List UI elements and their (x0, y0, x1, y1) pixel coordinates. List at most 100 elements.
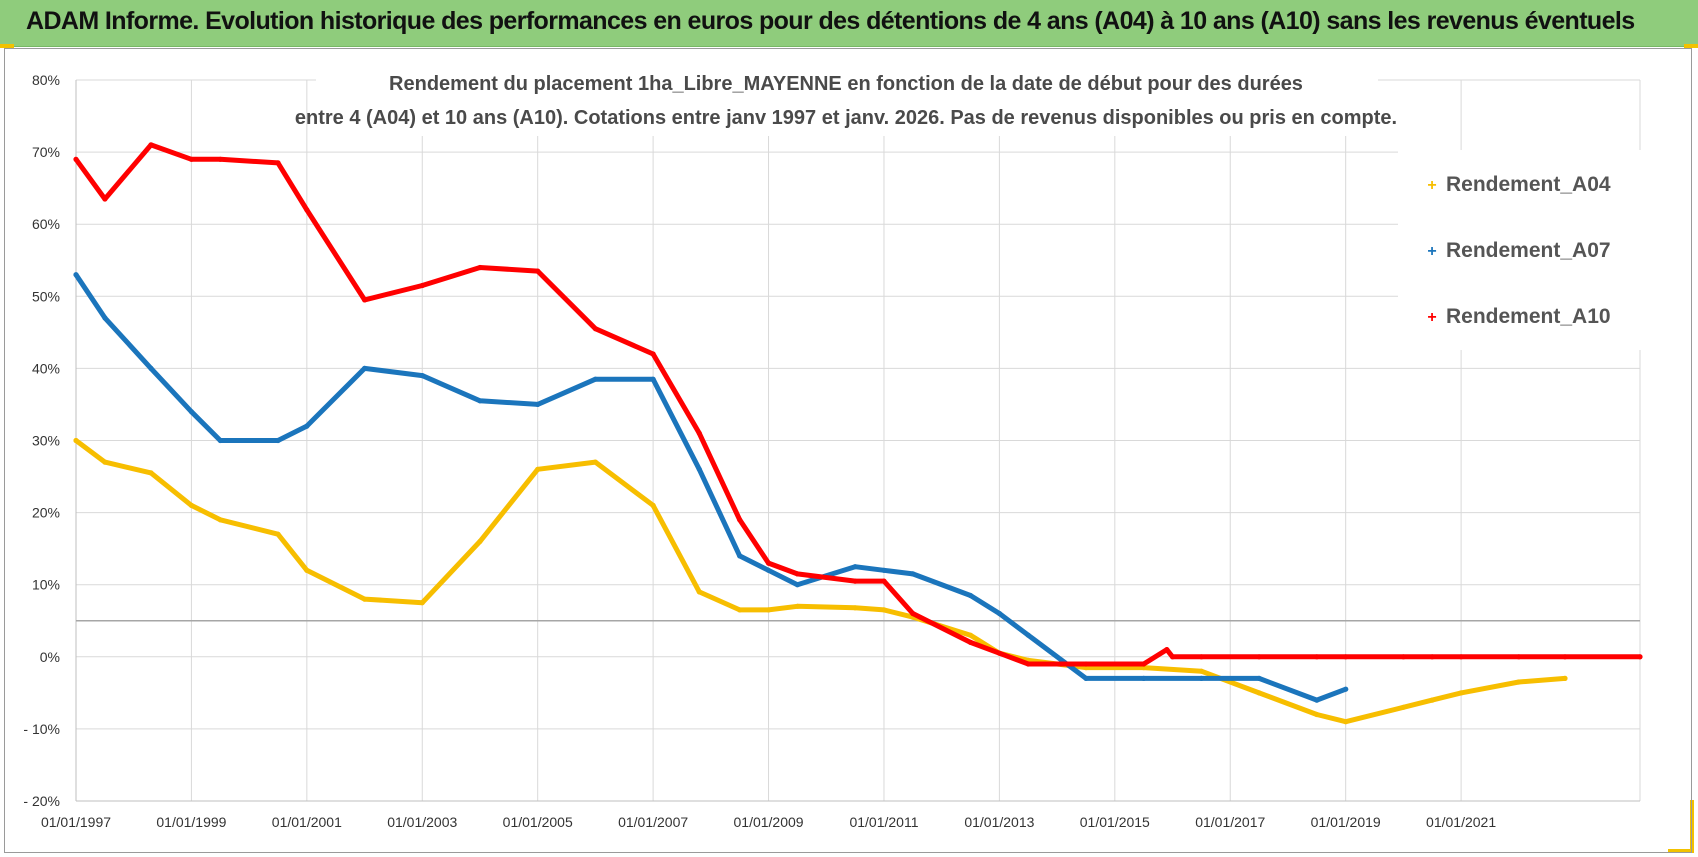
data-point-rendement-a10 (217, 156, 223, 162)
data-point-rendement-a10 (477, 264, 483, 271)
chart-title-line1: Rendement du placement 1ha_Libre_MAYENNE… (389, 73, 1303, 95)
data-point-rendement-a07 (102, 315, 108, 321)
x-tick-label: 01/01/2017 (1195, 814, 1265, 830)
data-point-rendement-a04 (304, 567, 310, 573)
x-tick-label: 01/01/2019 (1311, 814, 1381, 830)
y-tick-label: - 20% (23, 793, 60, 809)
data-point-rendement-a10 (535, 268, 541, 274)
chart-title-line2: entre 4 (A04) et 10 ans (A10). Cotations… (295, 107, 1397, 129)
data-point-rendement-a04 (1429, 697, 1435, 703)
y-tick-label: 60% (32, 216, 60, 232)
data-point-rendement-a04 (765, 607, 772, 613)
data-point-rendement-a04 (881, 607, 887, 613)
data-point-rendement-a07 (696, 466, 702, 472)
legend: + Rendement_A04 + Rendement_A07 + Rendem… (1398, 150, 1642, 350)
data-point-rendement-a10 (794, 571, 801, 577)
data-point-rendement-a04 (592, 459, 599, 465)
data-point-rendement-a10 (148, 142, 154, 148)
corner-accent (1690, 800, 1694, 852)
x-tick-label: 01/01/2009 (734, 814, 804, 830)
data-point-rendement-a10 (852, 578, 858, 584)
data-point-rendement-a07 (967, 592, 974, 599)
data-point-rendement-a10 (1429, 654, 1435, 660)
data-point-rendement-a04 (794, 603, 801, 609)
data-point-rendement-a07 (1025, 632, 1031, 638)
data-point-rendement-a07 (1343, 686, 1349, 692)
data-point-rendement-a10 (967, 639, 974, 646)
data-point-rendement-a04 (477, 538, 483, 545)
title-background (316, 68, 1378, 136)
legend-label-a10: Rendement_A10 (1446, 305, 1611, 328)
data-point-rendement-a10 (765, 560, 772, 566)
data-point-rendement-a07 (737, 553, 743, 559)
y-tick-label: 40% (32, 360, 60, 376)
y-tick-label: 50% (32, 288, 60, 304)
data-point-rendement-a07 (419, 373, 425, 379)
data-point-rendement-a07 (1256, 675, 1262, 682)
y-tick-label: 20% (32, 505, 60, 521)
data-point-rendement-a04 (419, 600, 425, 606)
x-tick-label: 01/01/1999 (156, 814, 226, 830)
data-point-rendement-a04 (362, 596, 368, 602)
series-line-rendement-a04 (73, 438, 1568, 725)
data-point-rendement-a07 (1314, 697, 1320, 703)
data-point-rendement-a04 (737, 607, 743, 613)
page-title: ADAM Informe. Evolution historique des p… (26, 7, 1635, 35)
y-tick-label: 30% (32, 433, 60, 449)
data-point-rendement-a10 (1198, 654, 1204, 660)
data-point-rendement-a07 (477, 398, 483, 404)
data-point-rendement-a04 (1198, 668, 1204, 674)
data-point-rendement-a10 (592, 326, 599, 332)
data-point-rendement-a07 (794, 582, 801, 588)
axes: 80% 70% 60% 50% 40% 30% 20% 10% 0% - 10% - 20% 01/0… (23, 72, 1640, 830)
legend-marker-a07: + (1427, 243, 1436, 260)
data-point-rendement-a04 (1458, 690, 1464, 696)
legend-marker-a04: + (1427, 177, 1436, 194)
data-point-rendement-a10 (996, 650, 1003, 656)
data-point-rendement-a04 (1562, 675, 1568, 682)
x-tick-label: 01/01/2005 (503, 814, 573, 830)
x-tick-label: 01/01/2021 (1426, 814, 1496, 830)
data-point-rendement-a07 (996, 610, 1003, 617)
grid (75, 79, 1641, 802)
data-point-rendement-a10 (737, 517, 743, 523)
series (73, 142, 1643, 725)
data-point-rendement-a10 (881, 578, 887, 584)
data-point-rendement-a07 (217, 437, 223, 444)
data-point-rendement-a07 (881, 567, 887, 573)
legend-label-a04: Rendement_A04 (1446, 173, 1611, 196)
x-tick-label: 01/01/2015 (1080, 814, 1150, 830)
data-point-rendement-a10 (910, 610, 916, 617)
data-point-rendement-a04 (650, 502, 656, 508)
data-point-rendement-a07 (852, 564, 858, 570)
x-tick-label: 01/01/1997 (41, 814, 111, 830)
data-point-rendement-a04 (1343, 719, 1349, 725)
x-tick-label: 01/01/2003 (387, 814, 457, 830)
data-point-rendement-a04 (102, 459, 108, 465)
legend-label-a07: Rendement_A07 (1446, 239, 1611, 262)
legend-marker-a10: + (1427, 309, 1436, 326)
data-point-rendement-a04 (148, 470, 154, 476)
data-point-rendement-a04 (188, 502, 194, 508)
data-point-rendement-a07 (188, 409, 194, 415)
data-point-rendement-a10 (650, 351, 656, 357)
series-line-rendement-a07 (73, 272, 1349, 703)
data-point-rendement-a07 (910, 571, 916, 577)
data-point-rendement-a10 (1141, 661, 1147, 667)
data-point-rendement-a07 (362, 365, 368, 371)
data-point-rendement-a07 (765, 567, 772, 573)
data-point-rendement-a04 (1400, 704, 1406, 710)
data-point-rendement-a04 (1256, 690, 1262, 696)
data-point-rendement-a07 (1198, 675, 1204, 682)
corner-accent (1684, 44, 1698, 48)
data-point-rendement-a04 (535, 466, 541, 472)
chart-frame (4, 48, 1692, 853)
data-point-rendement-a04 (1516, 679, 1522, 685)
data-point-rendement-a04 (275, 531, 281, 537)
data-point-rendement-a10 (73, 156, 79, 162)
data-point-rendement-a10 (304, 207, 310, 213)
legend-background (1398, 150, 1642, 350)
header-banner: ADAM Informe. Evolution historique des p… (0, 0, 1698, 47)
data-point-rendement-a10 (188, 156, 194, 162)
